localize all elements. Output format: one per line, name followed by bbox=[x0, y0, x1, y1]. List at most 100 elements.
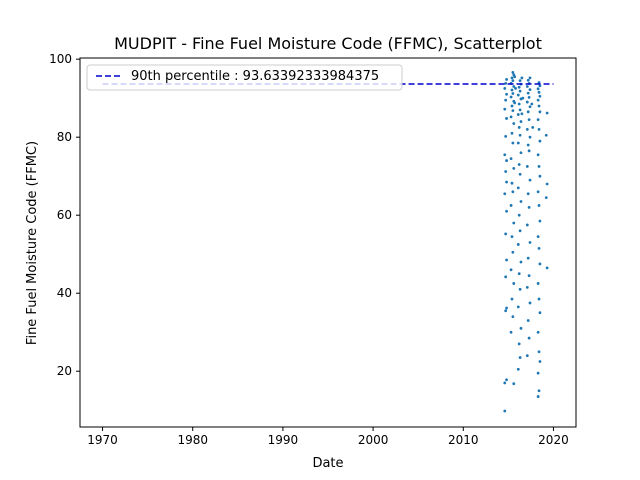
data-point bbox=[528, 88, 532, 91]
data-point bbox=[525, 165, 529, 168]
data-point bbox=[537, 204, 541, 207]
data-point bbox=[537, 246, 541, 250]
scatter-points bbox=[503, 71, 549, 413]
data-point bbox=[518, 79, 522, 83]
data-point bbox=[509, 115, 513, 119]
data-point bbox=[504, 275, 508, 279]
legend: 90th percentile : 93.63392333984375 bbox=[86, 64, 403, 91]
data-point bbox=[504, 81, 508, 85]
data-point bbox=[510, 76, 514, 80]
data-point bbox=[518, 89, 522, 93]
data-point bbox=[512, 122, 516, 125]
data-point bbox=[538, 360, 542, 363]
data-point bbox=[537, 350, 541, 354]
data-point bbox=[536, 371, 540, 375]
x-tick-label: 2020 bbox=[538, 433, 569, 447]
data-point bbox=[510, 131, 514, 135]
data-point bbox=[510, 297, 514, 301]
data-point bbox=[520, 76, 524, 80]
data-point bbox=[537, 90, 541, 94]
data-point bbox=[518, 287, 522, 291]
data-point bbox=[511, 141, 515, 145]
data-point bbox=[505, 258, 508, 262]
x-tick-label: 2010 bbox=[448, 433, 479, 447]
data-point bbox=[536, 98, 540, 102]
data-point bbox=[537, 127, 541, 131]
data-point bbox=[527, 336, 531, 340]
data-point bbox=[511, 92, 515, 95]
data-point bbox=[526, 91, 530, 95]
data-point bbox=[544, 133, 548, 137]
x-tick-label: 2000 bbox=[358, 433, 389, 447]
data-point bbox=[509, 204, 513, 207]
data-point bbox=[505, 159, 508, 162]
data-point bbox=[537, 165, 541, 168]
data-point bbox=[512, 282, 516, 285]
x-tick-label: 1990 bbox=[268, 433, 299, 447]
data-point bbox=[503, 107, 507, 111]
data-point bbox=[536, 235, 540, 239]
data-point bbox=[510, 104, 514, 108]
data-point bbox=[530, 102, 534, 106]
data-point bbox=[516, 305, 520, 309]
data-point bbox=[518, 133, 522, 137]
data-point bbox=[505, 78, 508, 81]
data-point bbox=[525, 100, 529, 104]
data-point bbox=[509, 330, 513, 334]
y-tick-label: 80 bbox=[57, 130, 72, 144]
data-point bbox=[509, 95, 513, 99]
data-point bbox=[527, 95, 531, 99]
data-point bbox=[520, 112, 524, 116]
data-point bbox=[513, 101, 517, 105]
data-point bbox=[536, 118, 540, 122]
data-point bbox=[526, 319, 530, 322]
data-point bbox=[527, 274, 531, 278]
x-tick-label: 1970 bbox=[87, 433, 118, 447]
data-point bbox=[525, 354, 529, 358]
data-point bbox=[537, 104, 541, 108]
data-point bbox=[503, 409, 507, 413]
data-point bbox=[504, 309, 508, 313]
data-point bbox=[514, 87, 517, 90]
y-axis-label: Fine Fuel Moisture Code (FFMC) bbox=[25, 141, 40, 345]
data-point bbox=[528, 105, 532, 109]
plot-frame bbox=[79, 57, 577, 428]
data-point bbox=[538, 262, 542, 266]
data-point bbox=[538, 219, 542, 223]
data-point bbox=[510, 88, 514, 92]
data-point bbox=[513, 75, 517, 79]
data-point bbox=[516, 367, 520, 371]
data-point bbox=[510, 235, 514, 239]
data-point bbox=[504, 170, 508, 173]
data-point bbox=[504, 135, 508, 138]
chart-title: MUDPIT - Fine Fuel Moisture Code (FFMC),… bbox=[114, 34, 542, 53]
data-point bbox=[504, 232, 508, 236]
data-point bbox=[505, 306, 508, 310]
data-point bbox=[527, 205, 531, 209]
data-point bbox=[519, 200, 523, 203]
data-point bbox=[545, 182, 549, 186]
x-axis-ticks: 1970 1980 1990 2000 2010 2020 bbox=[87, 427, 569, 447]
data-point bbox=[505, 117, 508, 120]
data-point bbox=[526, 256, 530, 260]
data-point bbox=[509, 268, 513, 272]
data-point bbox=[525, 85, 529, 88]
data-point bbox=[516, 93, 520, 97]
data-point bbox=[504, 98, 508, 102]
x-axis-label: Date bbox=[312, 456, 343, 471]
data-point bbox=[536, 330, 540, 334]
data-point bbox=[503, 87, 507, 90]
data-point bbox=[516, 186, 520, 190]
data-point bbox=[518, 356, 522, 359]
data-point bbox=[503, 192, 507, 196]
data-point bbox=[526, 110, 530, 114]
data-point bbox=[516, 141, 520, 145]
y-tick-label: 40 bbox=[57, 286, 72, 300]
data-point bbox=[503, 153, 507, 157]
data-point bbox=[536, 87, 540, 91]
data-point bbox=[525, 127, 529, 131]
y-axis-ticks: 20 40 60 80 100 bbox=[49, 52, 80, 378]
data-point bbox=[537, 297, 541, 301]
data-point bbox=[545, 266, 549, 270]
